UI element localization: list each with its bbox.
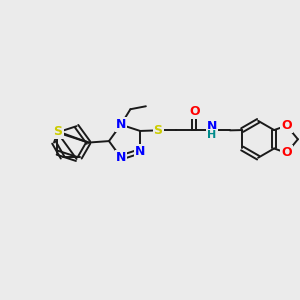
Text: N: N [207,120,217,133]
Text: S: S [53,125,62,138]
Text: O: O [281,146,292,159]
Text: O: O [281,119,292,132]
Text: N: N [116,151,126,164]
Text: N: N [116,118,126,131]
Text: O: O [189,105,200,119]
Text: N: N [135,145,146,158]
Text: S: S [154,124,163,137]
Text: H: H [208,130,217,140]
